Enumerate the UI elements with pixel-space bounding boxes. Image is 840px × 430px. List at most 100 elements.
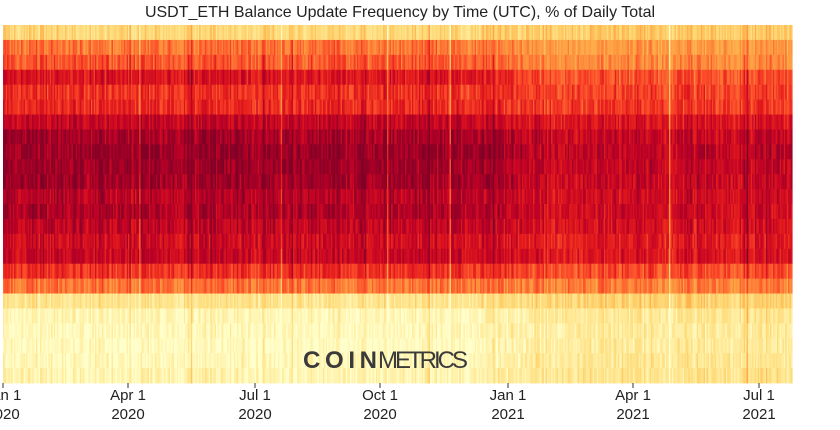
heatmap-cell xyxy=(67,114,70,130)
heatmap-cell xyxy=(111,368,114,384)
heatmap-cell xyxy=(174,69,176,86)
heatmap-cell xyxy=(56,144,59,160)
heatmap-cell xyxy=(60,39,63,56)
heatmap-cell xyxy=(8,114,11,130)
heatmap-cell xyxy=(12,39,15,56)
heatmap-cell xyxy=(151,54,154,71)
heatmap-cell xyxy=(123,174,126,190)
heatmap-cell xyxy=(130,174,133,190)
heatmap-cell xyxy=(37,308,40,324)
heatmap-cell xyxy=(44,278,46,294)
heatmap-cell xyxy=(97,39,100,56)
heatmap-cell xyxy=(103,114,105,130)
heatmap-cell xyxy=(5,293,8,309)
heatmap-cell xyxy=(70,159,73,175)
heatmap-cell xyxy=(26,204,29,220)
heatmap-cell xyxy=(11,338,13,354)
heatmap-cell xyxy=(75,233,78,250)
heatmap-cell xyxy=(34,218,37,235)
heatmap-cell xyxy=(31,218,34,235)
heatmap-cell xyxy=(71,248,74,265)
heatmap-cell xyxy=(168,233,171,250)
heatmap-cell xyxy=(117,159,119,175)
heatmap-cell xyxy=(147,233,150,250)
heatmap-cell xyxy=(20,308,23,324)
heatmap-cell xyxy=(97,218,100,235)
heatmap-cell xyxy=(100,218,103,235)
heatmap-cell xyxy=(59,99,62,115)
heatmap-cell xyxy=(11,39,13,56)
heatmap-cell xyxy=(104,233,107,250)
heatmap-cell xyxy=(37,25,40,41)
heatmap-cell xyxy=(161,99,164,115)
heatmap-cell xyxy=(132,263,134,279)
heatmap-cell xyxy=(15,84,18,100)
heatmap-cell xyxy=(38,293,41,309)
heatmap-cell xyxy=(52,368,55,384)
heatmap-cell xyxy=(121,174,123,190)
heatmap-cell xyxy=(111,338,114,354)
heatmap-cell xyxy=(137,99,140,115)
heatmap-cell xyxy=(167,114,169,130)
heatmap-cell xyxy=(34,84,37,100)
heatmap-cell xyxy=(121,263,123,279)
heatmap-cell xyxy=(20,39,23,56)
heatmap-cell xyxy=(31,368,34,384)
heatmap-cell xyxy=(49,69,52,86)
heatmap-cell xyxy=(70,144,73,160)
heatmap-cell xyxy=(148,263,151,279)
heatmap-cell xyxy=(115,25,118,41)
heatmap-cell xyxy=(66,248,68,265)
heatmap-cell xyxy=(60,233,63,250)
heatmap-cell xyxy=(52,174,55,190)
heatmap-cell xyxy=(153,159,155,175)
heatmap-cell xyxy=(89,218,92,235)
heatmap-cell xyxy=(114,353,116,369)
heatmap-cell xyxy=(84,308,86,324)
heatmap-cell xyxy=(160,218,162,235)
heatmap-cell xyxy=(118,233,121,250)
heatmap-cell xyxy=(56,338,59,354)
heatmap-cell xyxy=(129,204,132,220)
heatmap-cell xyxy=(132,323,134,339)
heatmap-cell xyxy=(62,69,64,86)
heatmap-cell xyxy=(111,218,114,235)
heatmap-cell xyxy=(146,293,148,309)
heatmap-cell xyxy=(141,54,144,71)
heatmap-cell xyxy=(78,233,81,250)
heatmap-cell xyxy=(141,353,144,369)
heatmap-cell xyxy=(24,368,27,384)
heatmap-cell xyxy=(107,114,110,130)
heatmap-cell xyxy=(27,99,30,115)
heatmap-cell xyxy=(136,189,139,205)
heatmap-cell xyxy=(8,99,11,115)
heatmap-cell xyxy=(88,263,90,279)
heatmap-cell xyxy=(158,159,161,175)
heatmap-cell xyxy=(49,308,52,324)
heatmap-cell xyxy=(18,54,20,71)
heatmap-cell xyxy=(115,293,118,309)
heatmap-cell xyxy=(172,248,175,265)
heatmap-cell xyxy=(165,84,168,100)
heatmap-cell xyxy=(130,39,133,56)
heatmap-cell xyxy=(3,293,5,309)
heatmap-cell xyxy=(93,189,96,205)
heatmap-cell xyxy=(71,114,74,130)
heatmap-cell xyxy=(117,54,119,71)
heatmap-cell xyxy=(20,218,23,235)
heatmap-cell xyxy=(30,99,33,115)
heatmap-cell xyxy=(30,174,33,190)
heatmap-cell xyxy=(81,218,84,235)
heatmap-cell xyxy=(114,129,116,145)
heatmap-cell xyxy=(104,174,107,190)
heatmap-cell xyxy=(92,308,95,324)
heatmap-cell xyxy=(56,293,59,309)
heatmap-cell xyxy=(64,308,67,324)
heatmap-cell xyxy=(7,338,9,354)
heatmap-cell xyxy=(85,263,88,279)
heatmap-cell xyxy=(122,218,125,235)
heatmap-cell xyxy=(68,189,71,205)
heatmap-cell xyxy=(9,99,12,115)
heatmap-cell xyxy=(30,218,33,235)
heatmap-cell xyxy=(151,144,154,160)
